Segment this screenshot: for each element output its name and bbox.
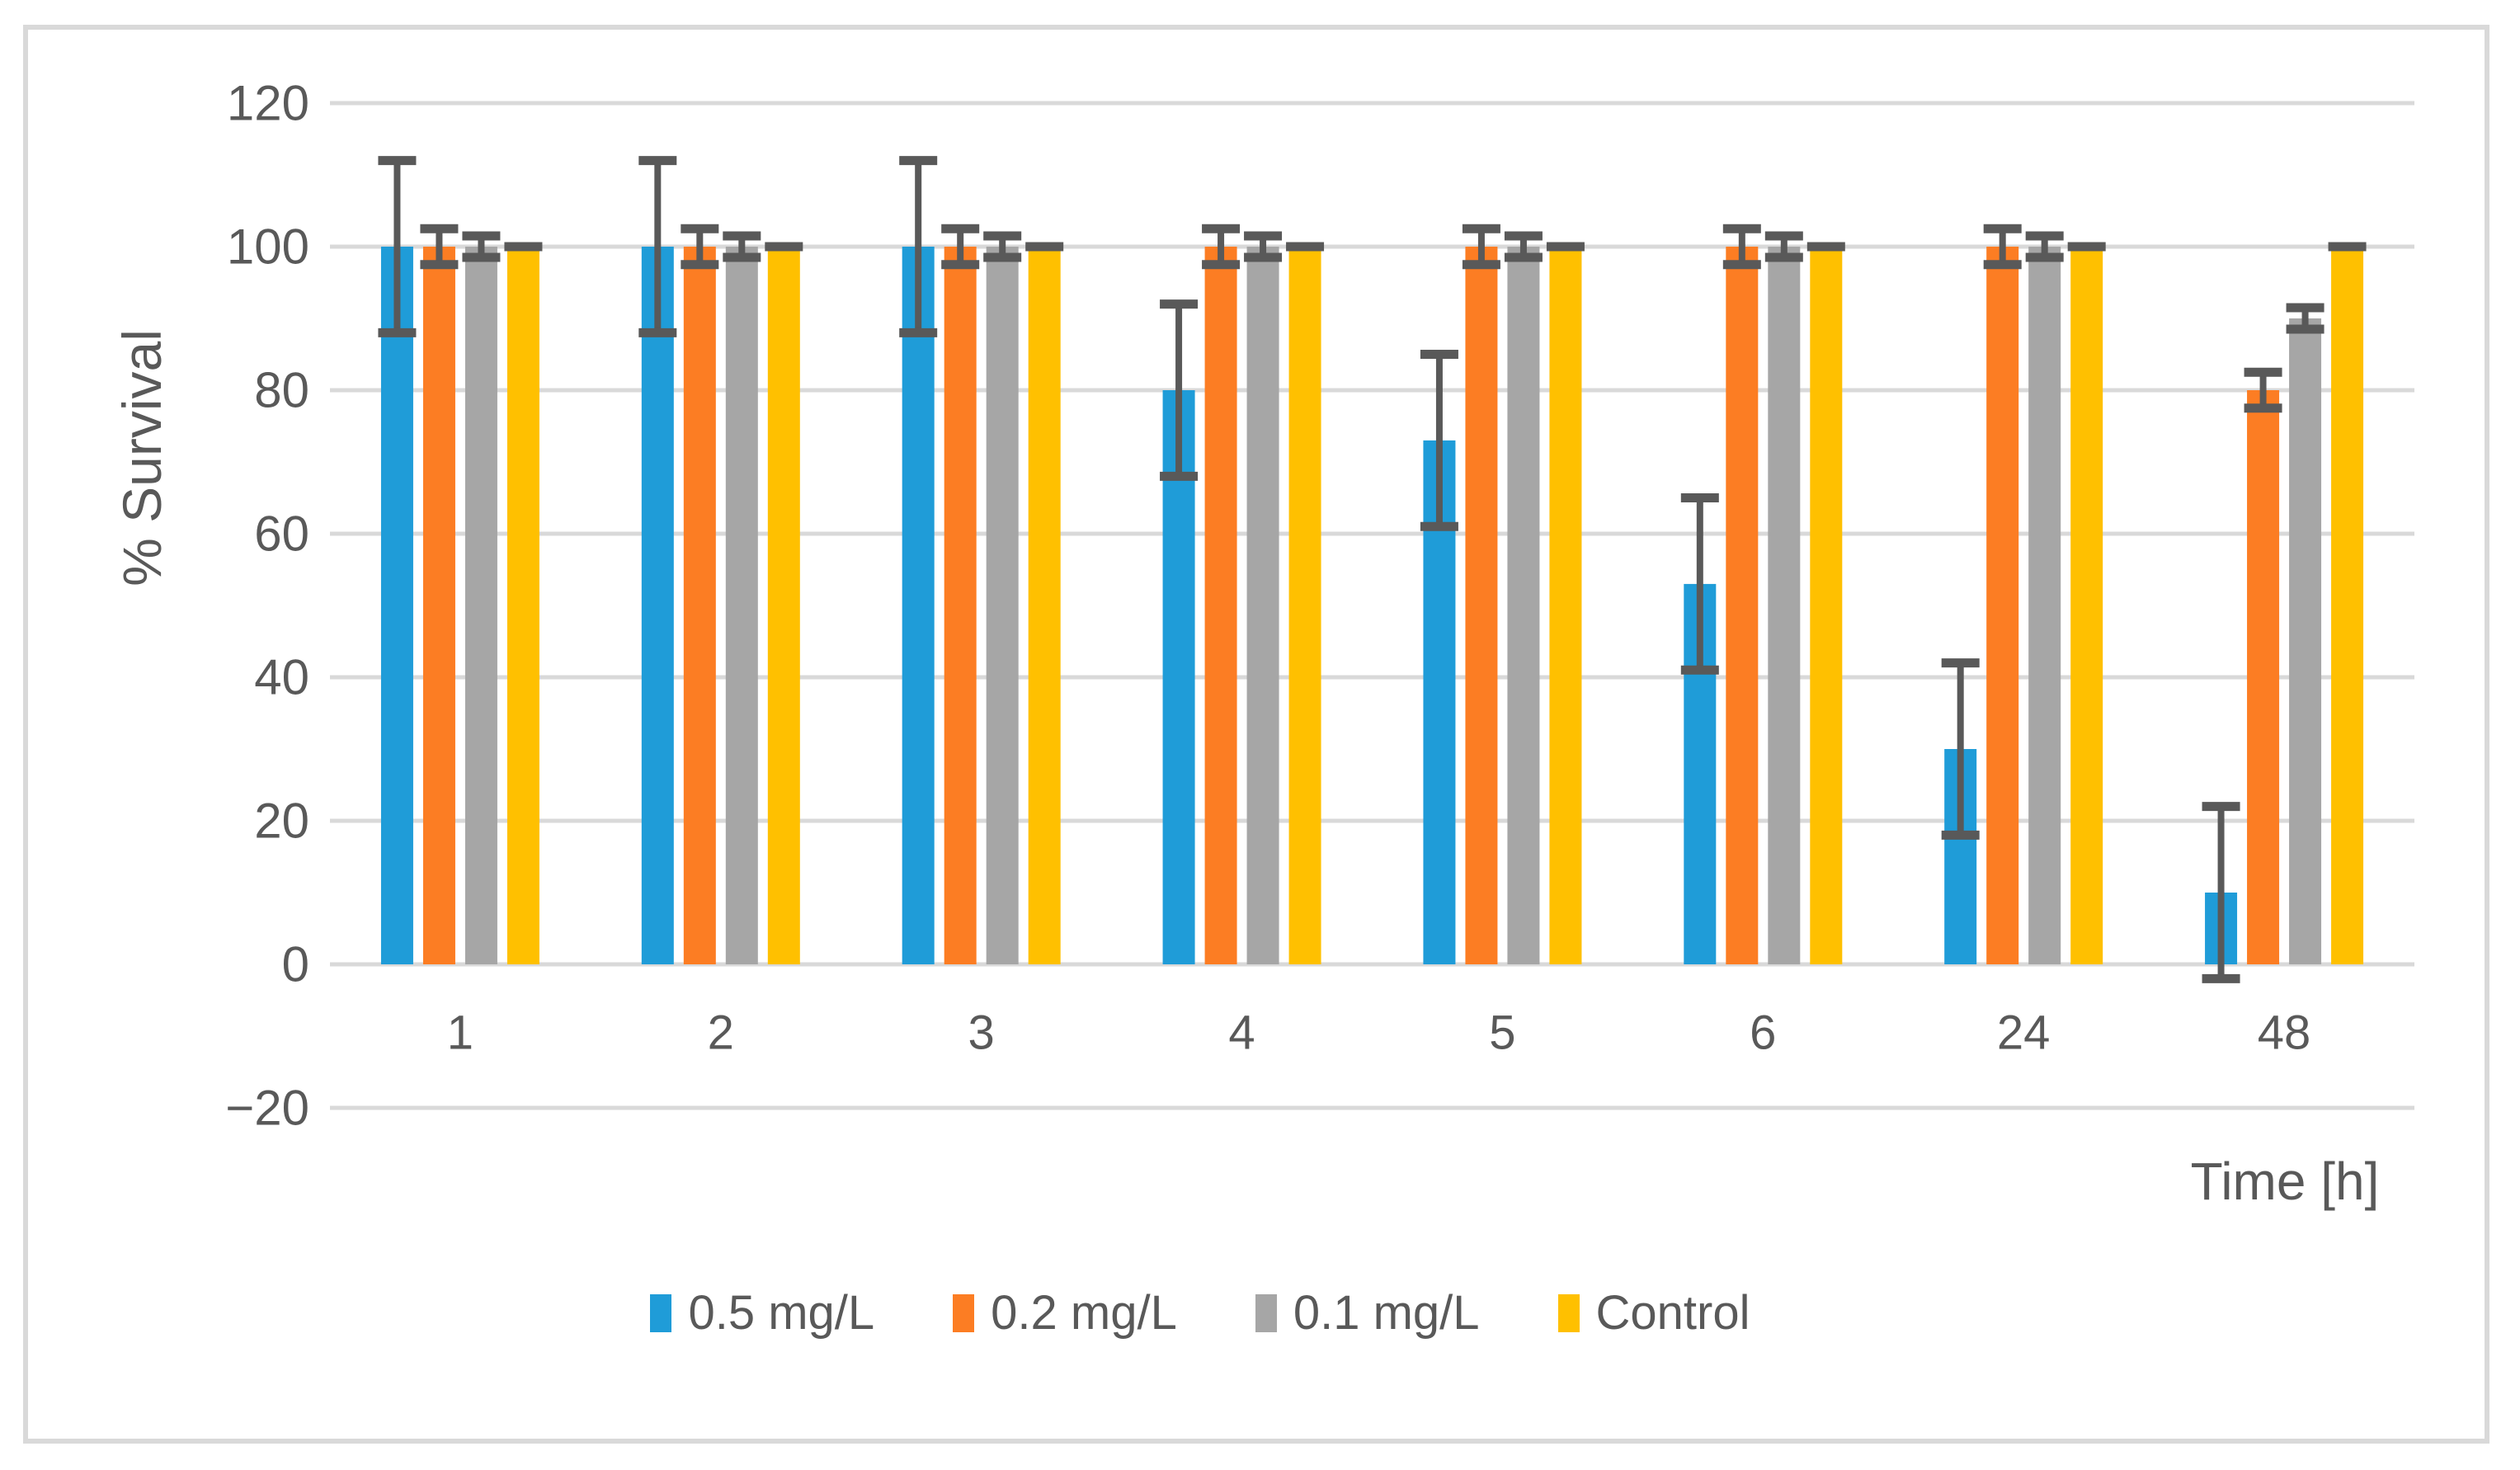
bar-0.2-mg-L-t6	[1726, 247, 1759, 964]
bar-0.1-mg-L-t2	[725, 247, 758, 964]
error-bar-0.2-mg-L-t48	[2244, 367, 2282, 413]
legend-swatch-icon	[650, 1293, 672, 1332]
error-bar-0.5-mg-L-t5	[1420, 350, 1458, 531]
bar-0.2-mg-L-t48	[2247, 390, 2280, 964]
bar-0.2-mg-L-t1	[422, 247, 455, 964]
y-tick-label-60: 60	[254, 506, 309, 562]
x-tick-label-2: 2	[708, 1006, 734, 1060]
error-bar-0.2-mg-L-t6	[1722, 224, 1761, 270]
error-bar-0.2-mg-L-t4	[1202, 224, 1241, 270]
error-bar-0.5-mg-L-t3	[899, 156, 938, 337]
bar-Control-t6	[1810, 247, 1843, 964]
x-tick-label-1: 1	[447, 1006, 473, 1060]
error-bar-0.2-mg-L-t1	[420, 224, 459, 270]
legend-item-0.2-mg-L: 0.2 mg/L	[953, 1285, 1177, 1340]
x-tick-label-4: 4	[1228, 1006, 1255, 1060]
bar-Control-t48	[2331, 247, 2364, 964]
bar-0.5-mg-L-t4	[1162, 390, 1195, 964]
bar-0.2-mg-L-t5	[1465, 247, 1498, 964]
error-bar-0.1-mg-L-t3	[983, 231, 1022, 262]
error-bar-0.1-mg-L-t4	[1244, 231, 1283, 262]
legend-item-0.5-mg-L: 0.5 mg/L	[650, 1285, 874, 1340]
bar-0.5-mg-L-t3	[902, 247, 935, 964]
error-bar-0.1-mg-L-t1	[462, 231, 501, 262]
bar-Control-t1	[506, 247, 539, 964]
y-tick-label--20: −20	[225, 1081, 309, 1136]
bar-0.5-mg-L-t2	[641, 247, 674, 964]
legend-swatch-icon	[1255, 1293, 1277, 1332]
error-bar-0.1-mg-L-t2	[723, 231, 761, 262]
y-tick-label-20: 20	[254, 794, 309, 849]
bar-0.1-mg-L-t1	[464, 247, 497, 964]
x-axis-title: Time [h]	[2190, 1152, 2380, 1211]
bar-Control-t4	[1288, 247, 1321, 964]
y-tick-label-120: 120	[227, 76, 309, 131]
error-bar-0.5-mg-L-t4	[1160, 299, 1199, 481]
legend: 0.5 mg/L 0.2 mg/L 0.1 mg/L Control	[540, 1285, 1860, 1340]
error-bar-0.5-mg-L-t6	[1680, 493, 1719, 675]
legend-label: 0.1 mg/L	[1293, 1286, 1480, 1340]
bar-0.2-mg-L-t2	[683, 247, 716, 964]
error-bar-0.5-mg-L-t1	[378, 156, 417, 337]
legend-label: 0.5 mg/L	[688, 1286, 875, 1340]
bar-0.1-mg-L-t24	[2028, 247, 2061, 964]
bar-0.5-mg-L-t1	[380, 247, 413, 964]
error-bar-0.2-mg-L-t5	[1462, 224, 1500, 270]
legend-label: 0.2 mg/L	[991, 1286, 1177, 1340]
bar-Control-t2	[767, 247, 800, 964]
bar-Control-t5	[1549, 247, 1582, 964]
bar-0.1-mg-L-t3	[986, 247, 1019, 964]
bar-Control-t24	[2070, 247, 2103, 964]
bar-Control-t3	[1028, 247, 1061, 964]
error-bar-0.1-mg-L-t48	[2286, 303, 2325, 334]
x-tick-label-5: 5	[1489, 1006, 1515, 1060]
bar-0.1-mg-L-t4	[1246, 247, 1279, 964]
bar-0.1-mg-L-t5	[1507, 247, 1540, 964]
error-bar-0.2-mg-L-t2	[681, 224, 719, 270]
bar-0.2-mg-L-t3	[944, 247, 977, 964]
y-tick-label-80: 80	[254, 363, 309, 418]
x-tick-label-48: 48	[2258, 1006, 2311, 1060]
legend-label: Control	[1595, 1286, 1750, 1340]
legend-swatch-icon	[953, 1293, 975, 1332]
x-tick-label-6: 6	[1750, 1006, 1776, 1060]
error-bar-0.5-mg-L-t2	[638, 156, 677, 337]
error-bar-0.1-mg-L-t24	[2025, 231, 2064, 262]
legend-swatch-icon	[1557, 1293, 1580, 1332]
error-bar-0.5-mg-L-t48	[2202, 802, 2240, 983]
bar-0.1-mg-L-t6	[1768, 247, 1801, 964]
y-axis-title: % Survival	[111, 329, 172, 587]
error-bar-0.5-mg-L-t24	[1941, 658, 1980, 840]
x-tick-label-3: 3	[968, 1006, 995, 1060]
legend-item-0.1-mg-L: 0.1 mg/L	[1255, 1285, 1480, 1340]
y-tick-label-0: 0	[282, 937, 309, 992]
bar-0.2-mg-L-t24	[1986, 247, 2019, 964]
y-tick-label-40: 40	[254, 650, 309, 705]
legend-item-Control: Control	[1557, 1285, 1750, 1340]
error-bar-0.2-mg-L-t24	[1983, 224, 2022, 270]
bar-0.1-mg-L-t48	[2289, 318, 2322, 964]
error-bar-0.1-mg-L-t5	[1504, 231, 1543, 262]
bar-0.2-mg-L-t4	[1204, 247, 1237, 964]
x-tick-label-24: 24	[1997, 1006, 2051, 1060]
error-bar-0.2-mg-L-t3	[941, 224, 980, 270]
error-bar-0.1-mg-L-t6	[1764, 231, 1803, 262]
y-tick-label-100: 100	[227, 219, 309, 275]
